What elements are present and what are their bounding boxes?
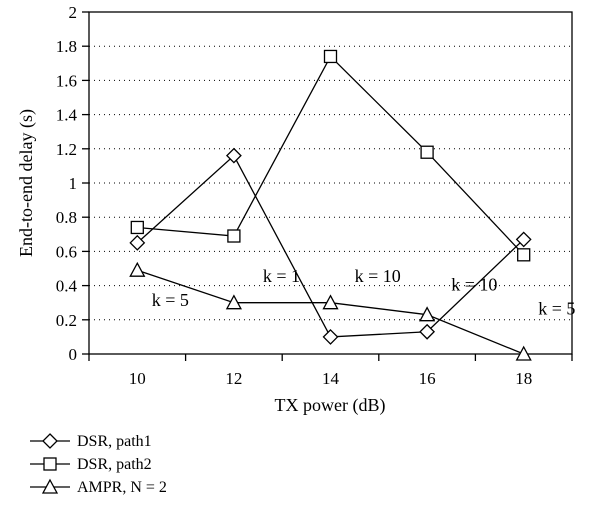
y-tick-label: 0.4	[56, 277, 78, 296]
series-layer	[129, 49, 532, 361]
legend-marker	[42, 433, 58, 449]
x-tick-label: 10	[129, 369, 146, 388]
series-line	[136, 154, 525, 338]
legend-label: AMPR, N = 2	[77, 479, 167, 496]
data-point	[515, 345, 532, 361]
series-line	[137, 55, 525, 256]
series-triangle	[129, 261, 532, 361]
legend-item: DSR, path1	[30, 433, 152, 450]
x-tick-label: 14	[322, 369, 340, 388]
annotation: k = 5	[152, 290, 189, 310]
y-axis-ticks: 0 0.2 0.4 0.6 0.8 1 1.2 1.4 1.6 1.8 2	[56, 3, 89, 364]
legend-item: DSR, path2	[30, 456, 152, 473]
y-tick-label: 2	[69, 3, 78, 22]
y-axis-label: End-to-end delay (s)	[16, 109, 37, 257]
data-point	[130, 220, 144, 235]
legend-marker	[43, 457, 57, 471]
data-point	[129, 261, 146, 277]
series-square	[130, 49, 531, 262]
gridlines	[89, 45, 572, 321]
x-tick-label: 12	[225, 369, 242, 388]
series-diamond	[129, 147, 532, 345]
data-point	[419, 323, 436, 340]
data-point	[227, 229, 241, 243]
data-point	[129, 234, 146, 251]
legend-marker	[41, 478, 59, 494]
data-point	[322, 294, 339, 310]
y-tick-label: 0.2	[56, 311, 77, 330]
annotation: k = 10	[355, 266, 401, 286]
annotation: k = 1	[263, 266, 300, 286]
y-tick-label: 1.2	[56, 140, 77, 159]
legend: DSR, path1 DSR, path2 AMPR, N = 2	[30, 433, 167, 496]
y-tick-label: 0.6	[56, 242, 77, 261]
x-axis-ticks: 10 12 14 16 18	[88, 354, 573, 388]
x-tick-label: 18	[515, 369, 532, 388]
data-point	[419, 306, 436, 322]
x-axis-label: TX power (dB)	[275, 395, 386, 416]
data-point	[420, 145, 434, 159]
annotation: k = 10	[451, 275, 497, 295]
annotations: k = 5 k = 1 k = 10 k = 10 k = 5	[152, 266, 576, 318]
data-point	[515, 231, 532, 248]
x-tick-label: 16	[419, 369, 436, 388]
legend-label: DSR, path1	[77, 433, 152, 450]
y-tick-label: 1.4	[56, 106, 78, 125]
data-point	[323, 49, 338, 64]
y-tick-label: 1	[69, 174, 78, 193]
data-point	[225, 147, 242, 164]
y-tick-label: 0	[69, 345, 78, 364]
y-tick-label: 1.8	[56, 37, 77, 56]
data-point	[322, 328, 339, 345]
legend-label: DSR, path2	[77, 456, 152, 473]
y-tick-label: 1.6	[56, 71, 77, 90]
data-point	[517, 248, 531, 262]
legend-item: AMPR, N = 2	[30, 478, 167, 496]
data-point	[225, 294, 242, 310]
annotation: k = 5	[538, 299, 575, 319]
y-tick-label: 0.8	[56, 208, 77, 227]
